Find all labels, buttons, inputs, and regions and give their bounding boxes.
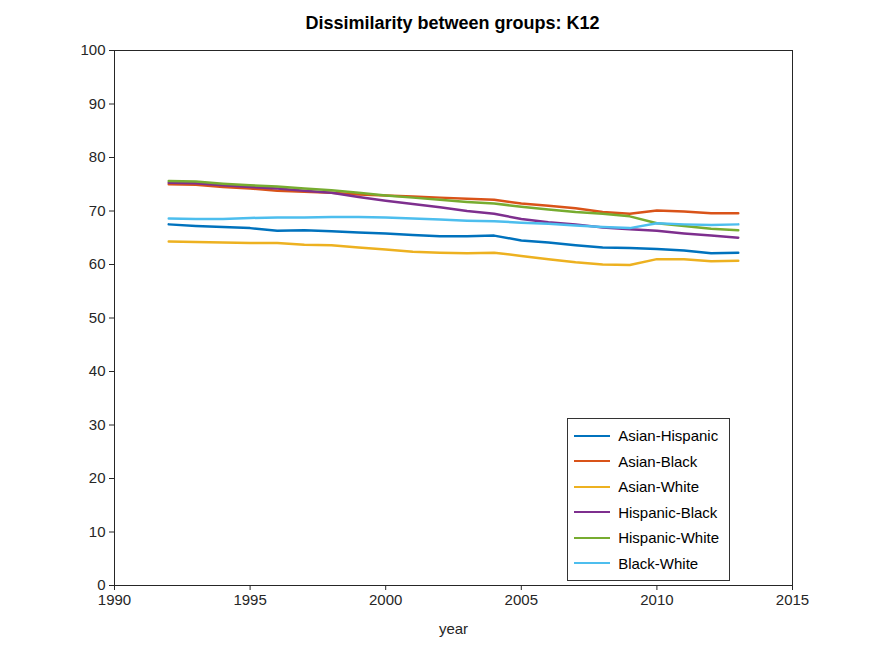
svg-text:30: 30 — [89, 416, 106, 433]
svg-text:10: 10 — [89, 523, 106, 540]
svg-text:100: 100 — [80, 41, 105, 58]
html-text:Asian-White: Asian-White — [618, 478, 699, 496]
svg-text:70: 70 — [89, 202, 106, 219]
svg-text:50: 50 — [89, 309, 106, 326]
html-text:Hispanic-White: Hispanic-White — [618, 529, 719, 547]
html-text:Dissimilarity between groups:: Dissimilarity between groups: K12 — [305, 13, 600, 33]
svg-text:1990: 1990 — [98, 591, 131, 608]
svg-text:60: 60 — [89, 255, 106, 272]
html-text:Asian-Hispanic: Asian-Hispanic — [618, 427, 719, 445]
html-text:Asian-Black: Asian-Black — [618, 452, 698, 470]
svg-text:2000: 2000 — [369, 591, 402, 608]
svg-text:year: year — [439, 620, 468, 637]
svg-text:0: 0 — [97, 576, 106, 594]
html-text:Hispanic-Black: Hispanic-Black — [618, 503, 718, 521]
svg-text:2010: 2010 — [640, 591, 673, 608]
svg-text:20: 20 — [89, 469, 106, 486]
svg-text:1995: 1995 — [233, 591, 266, 608]
svg-text:80: 80 — [89, 148, 106, 165]
svg-text:40: 40 — [89, 362, 106, 379]
html-text:Black-White: Black-White — [618, 554, 699, 572]
svg-text:2015: 2015 — [776, 591, 809, 608]
svg-text:2005: 2005 — [505, 591, 538, 608]
svg-text:90: 90 — [89, 95, 106, 112]
